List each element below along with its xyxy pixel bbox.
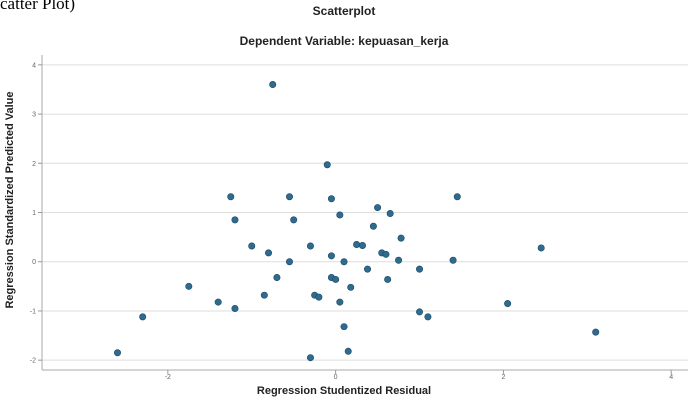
data-point <box>336 298 344 306</box>
data-point <box>290 216 298 224</box>
y-tick-label: 0 <box>32 259 36 266</box>
data-point <box>248 242 256 250</box>
data-point <box>269 81 277 89</box>
data-point <box>336 211 344 219</box>
data-point <box>453 193 461 201</box>
x-axis-label: Regression Studentized Residual <box>256 385 432 397</box>
data-point <box>323 161 331 169</box>
caption-fragment: catter Plot) <box>0 0 76 13</box>
x-axis-ticks: -2 0 2 4 <box>165 370 673 381</box>
data-points <box>114 81 600 362</box>
data-point <box>386 209 394 217</box>
data-point <box>424 313 432 321</box>
data-point <box>374 204 382 212</box>
y-axis-ticks: -2 -1 0 1 2 3 4 <box>30 62 42 365</box>
y-axis-label: Regression Standardized Predicted Value <box>4 91 16 309</box>
data-point <box>353 240 361 248</box>
data-point <box>369 222 377 230</box>
data-point <box>397 234 405 242</box>
data-point <box>139 313 147 321</box>
data-point <box>327 195 335 203</box>
data-point <box>340 258 348 266</box>
data-point <box>231 216 239 224</box>
data-point <box>384 275 392 283</box>
data-point <box>332 275 340 283</box>
data-point <box>231 304 239 312</box>
y-tick-label: 2 <box>32 161 36 168</box>
data-point <box>382 250 390 258</box>
grid-lines <box>42 64 688 361</box>
chart-title: Scatterplot <box>312 4 376 18</box>
data-point <box>306 354 314 362</box>
data-point <box>537 244 545 252</box>
y-tick-label: -1 <box>30 308 36 315</box>
data-point <box>592 328 600 336</box>
x-tick-label: 2 <box>501 374 505 381</box>
data-point <box>327 252 335 260</box>
data-point <box>449 256 457 264</box>
data-point <box>214 298 222 306</box>
data-point <box>344 347 352 355</box>
data-point <box>227 193 235 201</box>
data-point <box>358 241 366 249</box>
data-point <box>340 323 348 331</box>
data-point <box>395 256 403 264</box>
data-point <box>416 265 424 273</box>
x-tick-label: 0 <box>334 374 338 381</box>
data-point <box>114 349 122 357</box>
data-point <box>315 293 323 301</box>
y-tick-label: 4 <box>32 62 36 69</box>
y-tick-label: -2 <box>30 358 36 365</box>
data-point <box>260 291 268 299</box>
x-tick-label: 4 <box>669 374 673 381</box>
chart-subtitle: Dependent Variable: kepuasan_kerja <box>239 34 449 48</box>
data-point <box>285 193 293 201</box>
y-tick-label: 1 <box>32 210 36 217</box>
data-point <box>416 308 424 316</box>
data-point <box>306 242 314 250</box>
data-point <box>504 300 512 308</box>
data-point <box>185 282 193 290</box>
data-point <box>285 258 293 266</box>
y-tick-label: 3 <box>32 112 36 119</box>
data-point <box>364 265 372 273</box>
x-tick-label: -2 <box>165 374 171 381</box>
data-point <box>347 283 355 291</box>
data-point <box>265 249 273 257</box>
data-point <box>273 273 281 281</box>
